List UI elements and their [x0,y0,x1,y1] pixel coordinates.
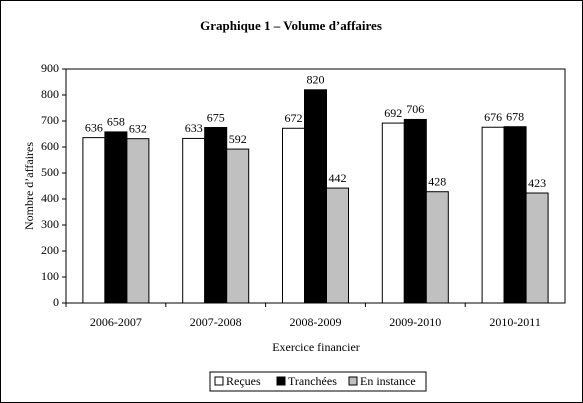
value-label: 632 [129,121,147,135]
bar [104,131,128,304]
bar [126,138,150,304]
legend-label: Reçues [226,374,261,388]
y-tick-label: 100 [41,269,59,283]
legend-box [209,371,427,392]
bar [82,137,106,304]
bar [403,118,427,304]
x-tick-label: 2007-2008 [190,315,242,329]
legend-label: En instance [360,374,416,388]
value-label: 428 [428,174,446,188]
legend-swatch [348,376,358,386]
y-tick-label: 600 [41,139,59,153]
x-axis-label: Exercice financier [272,340,360,354]
y-tick-label: 300 [41,217,59,231]
y-tick-label: 500 [41,165,59,179]
value-label: 442 [329,171,347,185]
bar [381,122,405,304]
x-tick-label: 2008-2009 [290,315,342,329]
bar [304,89,327,304]
legend-swatch [214,376,224,386]
value-label: 592 [229,132,247,146]
x-tick-label: 2006-2007 [90,315,142,329]
value-label: 658 [107,115,125,129]
x-tick-label: 2009-2010 [389,315,441,329]
y-tick-label: 900 [41,61,59,75]
bar [282,127,305,304]
bar [204,127,228,304]
value-label: 692 [384,106,402,120]
value-label: 672 [285,111,303,125]
value-label: 636 [85,120,103,134]
bar [481,126,505,304]
value-label: 678 [506,109,524,123]
bar [326,187,349,304]
value-label: 820 [307,73,325,87]
legend-label: Tranchées [288,374,337,388]
x-tick-label: 2010-2011 [489,315,541,329]
bar [425,191,449,304]
legend-swatch [276,376,286,386]
bar [182,137,206,304]
y-tick-label: 200 [41,243,59,257]
y-axis-label: Nombre d’affaires [22,142,36,230]
y-tick-label: 800 [41,87,59,101]
chart-title: Graphique 1 – Volume d’affaires [200,18,382,33]
bar [503,126,527,304]
y-tick-label: 0 [53,295,59,309]
value-label: 675 [207,110,225,124]
bar [226,148,250,304]
value-label: 633 [185,121,203,135]
y-tick-label: 400 [41,191,59,205]
y-tick-label: 700 [41,113,59,127]
value-label: 676 [484,110,502,124]
bar [525,192,549,304]
value-label: 423 [528,176,546,190]
value-label: 706 [406,102,424,116]
